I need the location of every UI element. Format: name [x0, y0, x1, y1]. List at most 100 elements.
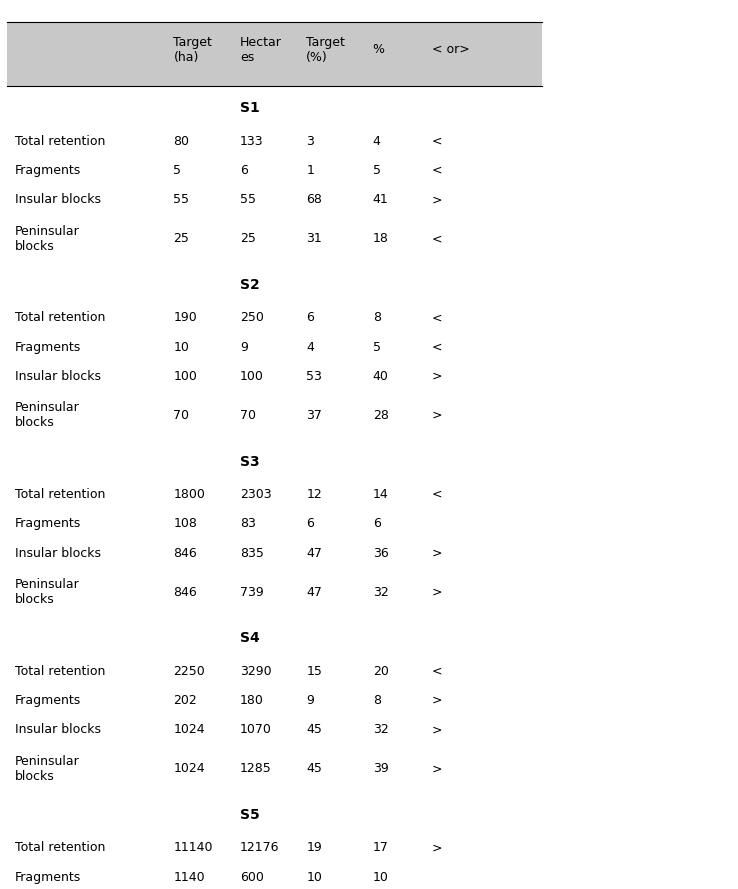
Text: 108: 108 — [173, 517, 197, 531]
Text: 25: 25 — [173, 232, 190, 245]
Text: Fragments: Fragments — [15, 694, 81, 707]
Text: 17: 17 — [373, 841, 389, 854]
Text: 2303: 2303 — [240, 488, 272, 501]
Text: 600: 600 — [240, 870, 263, 884]
Text: 83: 83 — [240, 517, 256, 531]
Text: Insular blocks: Insular blocks — [15, 724, 101, 736]
Text: 45: 45 — [306, 724, 323, 736]
Text: S2: S2 — [240, 278, 260, 292]
Text: 3: 3 — [306, 134, 314, 148]
Text: >: > — [432, 694, 442, 707]
Text: 100: 100 — [240, 370, 263, 383]
Text: 6: 6 — [306, 311, 314, 324]
Text: >: > — [432, 193, 442, 206]
Bar — [7, 22, 542, 86]
Text: <: < — [432, 311, 442, 324]
Text: 6: 6 — [240, 164, 248, 177]
Text: S1: S1 — [240, 101, 260, 116]
Text: 20: 20 — [373, 665, 389, 677]
Text: 19: 19 — [306, 841, 322, 854]
Text: 4: 4 — [306, 340, 314, 354]
Text: >: > — [432, 586, 442, 598]
Text: 28: 28 — [373, 409, 389, 422]
Text: Peninsular
blocks: Peninsular blocks — [15, 225, 80, 252]
Text: Total retention: Total retention — [15, 665, 105, 677]
Text: Total retention: Total retention — [15, 311, 105, 324]
Text: 11140: 11140 — [173, 841, 213, 854]
Text: >: > — [432, 547, 442, 560]
Text: 3290: 3290 — [240, 665, 272, 677]
Text: 12: 12 — [306, 488, 322, 501]
Text: Peninsular
blocks: Peninsular blocks — [15, 402, 80, 429]
Text: 10: 10 — [306, 870, 323, 884]
Text: 4: 4 — [373, 134, 381, 148]
Text: 31: 31 — [306, 232, 322, 245]
Text: Insular blocks: Insular blocks — [15, 370, 101, 383]
Text: 10: 10 — [173, 340, 190, 354]
Text: Hectar
es: Hectar es — [240, 36, 282, 64]
Text: 55: 55 — [240, 193, 256, 206]
Text: 6: 6 — [373, 517, 381, 531]
Text: Fragments: Fragments — [15, 164, 81, 177]
Text: 18: 18 — [373, 232, 389, 245]
Text: Fragments: Fragments — [15, 517, 81, 531]
Text: 55: 55 — [173, 193, 190, 206]
Text: >: > — [432, 841, 442, 854]
Text: 8: 8 — [373, 694, 381, 707]
Text: < or>: < or> — [432, 44, 469, 56]
Text: 1070: 1070 — [240, 724, 272, 736]
Text: >: > — [432, 724, 442, 736]
Text: >: > — [432, 762, 442, 775]
Text: <: < — [432, 665, 442, 677]
Text: <: < — [432, 488, 442, 501]
Text: 1285: 1285 — [240, 762, 272, 775]
Text: Target
(%): Target (%) — [306, 36, 345, 64]
Text: 190: 190 — [173, 311, 197, 324]
Text: 14: 14 — [373, 488, 388, 501]
Text: 739: 739 — [240, 586, 263, 598]
Text: 9: 9 — [240, 340, 248, 354]
Text: Target
(ha): Target (ha) — [173, 36, 213, 64]
Text: 5: 5 — [373, 164, 381, 177]
Text: 100: 100 — [173, 370, 197, 383]
Text: S4: S4 — [240, 631, 260, 645]
Text: 10: 10 — [373, 870, 389, 884]
Text: 37: 37 — [306, 409, 323, 422]
Text: 9: 9 — [306, 694, 314, 707]
Text: 40: 40 — [373, 370, 389, 383]
Text: 8: 8 — [373, 311, 381, 324]
Text: 47: 47 — [306, 547, 323, 560]
Text: 70: 70 — [173, 409, 190, 422]
Text: 70: 70 — [240, 409, 256, 422]
Text: Peninsular
blocks: Peninsular blocks — [15, 755, 80, 783]
Text: 32: 32 — [373, 586, 388, 598]
Text: 133: 133 — [240, 134, 263, 148]
Text: 1024: 1024 — [173, 724, 205, 736]
Text: Total retention: Total retention — [15, 134, 105, 148]
Text: 15: 15 — [306, 665, 323, 677]
Text: 1024: 1024 — [173, 762, 205, 775]
Text: >: > — [432, 370, 442, 383]
Text: Total retention: Total retention — [15, 488, 105, 501]
Text: >: > — [432, 409, 442, 422]
Text: Total retention: Total retention — [15, 841, 105, 854]
Text: 2250: 2250 — [173, 665, 205, 677]
Text: 12176: 12176 — [240, 841, 280, 854]
Text: Fragments: Fragments — [15, 870, 81, 884]
Text: 6: 6 — [306, 517, 314, 531]
Text: Insular blocks: Insular blocks — [15, 193, 101, 206]
Text: 45: 45 — [306, 762, 323, 775]
Text: 202: 202 — [173, 694, 197, 707]
Text: 846: 846 — [173, 586, 197, 598]
Text: S5: S5 — [240, 808, 260, 822]
Text: 36: 36 — [373, 547, 388, 560]
Text: 32: 32 — [373, 724, 388, 736]
Text: Fragments: Fragments — [15, 340, 81, 354]
Text: 835: 835 — [240, 547, 263, 560]
Text: 25: 25 — [240, 232, 256, 245]
Text: 1140: 1140 — [173, 870, 205, 884]
Text: 5: 5 — [373, 340, 381, 354]
Text: 1: 1 — [306, 164, 314, 177]
Text: 250: 250 — [240, 311, 263, 324]
Text: <: < — [432, 340, 442, 354]
